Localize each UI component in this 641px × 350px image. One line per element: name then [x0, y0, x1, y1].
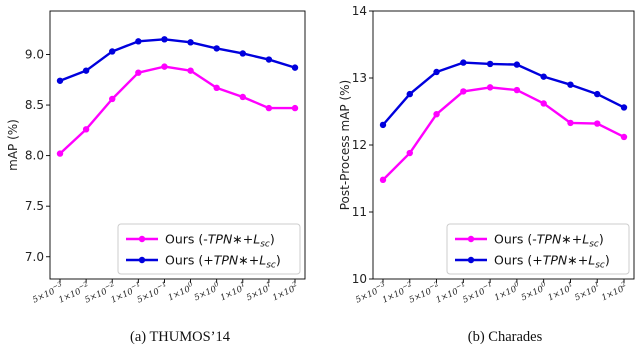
series-1-point: [379, 176, 387, 184]
series-2-point: [594, 90, 601, 98]
y-tick-label: 8.0: [25, 149, 44, 163]
x-tick-label: 5×101: [244, 280, 274, 303]
x-tick-label: 5×100: [192, 280, 222, 303]
series-1-point: [291, 104, 299, 112]
legend-marker: [467, 256, 475, 264]
x-tick-label: 1×100: [165, 280, 195, 303]
series-2-point: [56, 77, 64, 84]
series-1-point: [109, 95, 116, 103]
series-2-point: [460, 59, 467, 66]
y-tick-label: 7.0: [25, 250, 44, 264]
series-2-point: [513, 61, 521, 68]
x-tick-label: 1×100: [492, 280, 522, 303]
series-2-point: [161, 36, 168, 43]
legend-box: [446, 223, 630, 275]
series-1-point: [265, 104, 273, 112]
series-1-point: [486, 84, 494, 91]
series-1-point: [513, 86, 521, 94]
legend-marker: [138, 235, 146, 243]
legend-label: Ours (-TPN∗+Lsc): [165, 232, 275, 250]
y-tick-label: 9.0: [25, 47, 44, 61]
series-2-point: [406, 90, 413, 98]
series-2-point: [379, 121, 387, 129]
x-tick-label: 1×101: [218, 280, 248, 303]
x-tick-label: 1×102: [599, 280, 629, 303]
series-2-point: [540, 73, 547, 80]
y-tick-label: 7.5: [25, 199, 44, 213]
panel-caption: (a) THUMOS’14: [130, 329, 231, 345]
series-1-point: [594, 120, 601, 127]
series-2-point: [567, 81, 574, 88]
legend-marker: [138, 256, 146, 264]
x-tick-label: 5×101: [572, 280, 602, 303]
series-1-point: [620, 133, 628, 141]
plot-frame: [49, 10, 306, 280]
series-1-point: [161, 63, 168, 70]
legend-label: Ours (-TPN∗+Lsc): [494, 232, 604, 250]
series-1-point: [540, 100, 547, 107]
legend-marker: [467, 235, 475, 243]
series-line-1: [59, 65, 295, 155]
x-tick-label: 5×100: [519, 280, 549, 303]
series-2-point: [239, 50, 246, 57]
series-1-point: [239, 93, 246, 101]
series-2-point: [291, 64, 299, 71]
legend-label: Ours (+TPN∗+Lsc): [165, 253, 281, 271]
series-line-2: [382, 61, 625, 126]
series-1-point: [406, 149, 413, 157]
series-1-point: [135, 69, 142, 76]
legend: Ours (-TPN∗+Lsc) Ours (+TPN∗+Lsc): [117, 223, 301, 275]
y-axis-label: Post-Process mAP (%): [338, 80, 352, 211]
y-tick-label: 12: [352, 138, 367, 152]
y-tick-label: 11: [352, 205, 367, 219]
legend: Ours (-TPN∗+Lsc) Ours (+TPN∗+Lsc): [446, 223, 630, 275]
y-tick-label: 14: [352, 4, 367, 18]
y-axis-label: mAP (%): [6, 119, 20, 171]
x-tick-label: 1×102: [270, 280, 300, 303]
series-2-point: [135, 38, 142, 45]
series-1-point: [56, 150, 64, 157]
series-2-point: [433, 68, 440, 76]
series-2-point: [620, 104, 628, 111]
y-tick-label: 13: [352, 71, 367, 85]
series-1-point: [213, 84, 220, 92]
series-2-point: [82, 67, 90, 74]
legend-label: Ours (+TPN∗+Lsc): [494, 253, 610, 271]
series-1-point: [433, 110, 440, 118]
series-2-point: [109, 48, 116, 55]
series-2-point: [486, 60, 494, 68]
x-tick-label: 5×10−1: [460, 280, 495, 306]
series-2-point: [187, 39, 194, 46]
series-1-point: [567, 119, 574, 127]
panel-caption: (b) Charades: [468, 329, 543, 345]
series-2-point: [213, 45, 220, 52]
chart-panel-2: 10111213145×10−31×10−25×10−21×10−15×10−1…: [338, 4, 635, 345]
series-2-point: [265, 56, 273, 63]
chart-panel-1: 7.07.58.08.59.05×10−31×10−25×10−21×10−15…: [6, 10, 306, 345]
series-1-point: [82, 126, 90, 133]
y-tick-label: 8.5: [25, 98, 44, 112]
x-tick-label: 1×101: [545, 280, 575, 303]
y-tick-label: 10: [352, 272, 367, 286]
legend-box: [117, 223, 301, 275]
series-line-2: [59, 38, 296, 82]
series-1-point: [460, 88, 467, 95]
series-line-1: [382, 86, 625, 181]
series-1-point: [187, 67, 194, 74]
